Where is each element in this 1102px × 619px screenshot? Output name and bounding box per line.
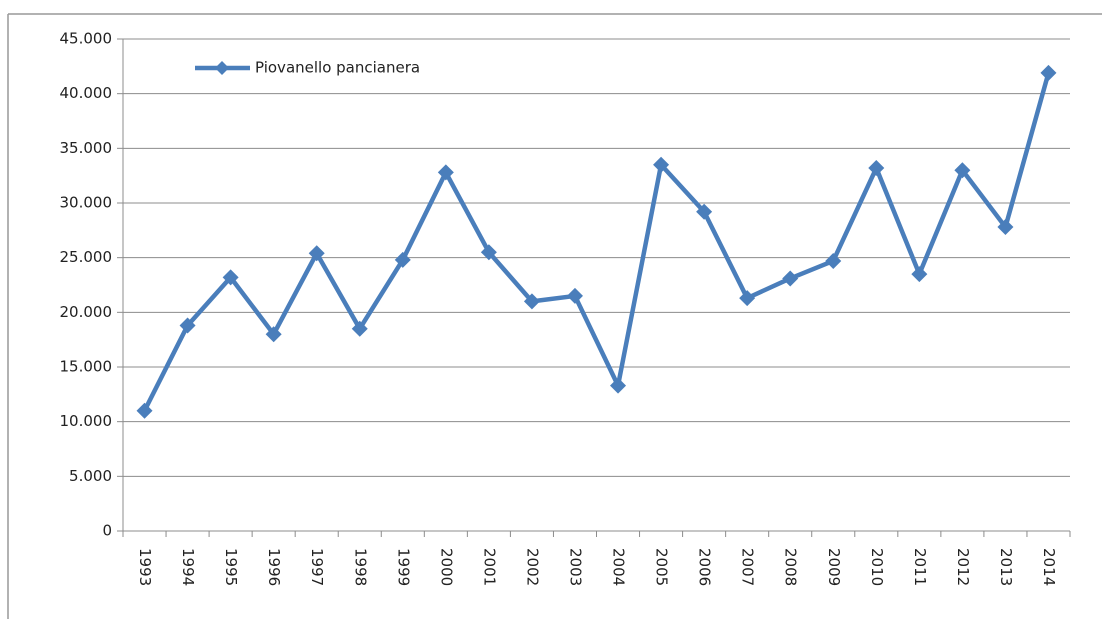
marker [523, 293, 540, 310]
x-tick-label: 2007 [739, 548, 757, 586]
marker [997, 219, 1014, 236]
marker [696, 203, 713, 220]
marker [351, 320, 368, 337]
y-tick-label: 0 [102, 522, 112, 540]
y-tick-label: 10.000 [60, 412, 113, 430]
y-tick-label: 25.000 [60, 248, 113, 266]
x-tick-label: 2006 [696, 548, 714, 586]
x-tick-label: 2001 [480, 548, 498, 586]
marker [739, 290, 756, 307]
x-tick-label: 1993 [136, 548, 154, 586]
x-tick-label: 1995 [222, 548, 240, 586]
series-line [142, 72, 1051, 412]
marker [480, 244, 497, 261]
y-tick-label: 40.000 [60, 84, 113, 102]
marker [394, 251, 411, 268]
x-tick-label: 1994 [179, 548, 197, 586]
marker [566, 287, 583, 304]
x-tick-label: 1999 [394, 548, 412, 586]
x-tick-label: 2013 [997, 548, 1015, 586]
marker [782, 270, 799, 287]
legend-marker [215, 61, 229, 75]
x-tick-label: 2003 [566, 548, 584, 586]
marker [222, 269, 239, 286]
marker [954, 162, 971, 179]
y-tick-label: 5.000 [69, 467, 112, 485]
marker [179, 317, 196, 334]
x-tick-label: 2011 [911, 548, 929, 586]
y-tick-label: 30.000 [60, 194, 113, 212]
legend-label: Piovanello pancianera [255, 59, 420, 77]
marker [653, 156, 670, 173]
y-tick-label: 15.000 [60, 358, 113, 376]
x-tick-label: 1997 [308, 548, 326, 586]
x-tick-label: 2009 [825, 548, 843, 586]
marker [911, 266, 928, 283]
marker [825, 252, 842, 269]
marker [136, 402, 153, 419]
marker [437, 164, 454, 181]
x-tick-label: 2014 [1040, 548, 1058, 586]
x-tick-label: 2012 [954, 548, 972, 586]
marker [610, 377, 627, 394]
y-tick-label: 45.000 [60, 30, 113, 48]
x-tick-label: 1996 [265, 548, 283, 586]
marker [868, 160, 885, 177]
y-tick-label: 20.000 [60, 303, 113, 321]
x-tick-label: 2000 [437, 548, 455, 586]
marker [1040, 64, 1057, 81]
x-tick-label: 2005 [653, 548, 671, 586]
marker [308, 245, 325, 262]
x-tick-label: 2004 [610, 548, 628, 586]
x-tick-label: 2008 [782, 548, 800, 586]
x-tick-label: 1998 [351, 548, 369, 586]
marker [265, 326, 282, 343]
x-tick-label: 2010 [868, 548, 886, 586]
x-tick-label: 2002 [523, 548, 541, 586]
y-tick-label: 35.000 [60, 139, 113, 157]
